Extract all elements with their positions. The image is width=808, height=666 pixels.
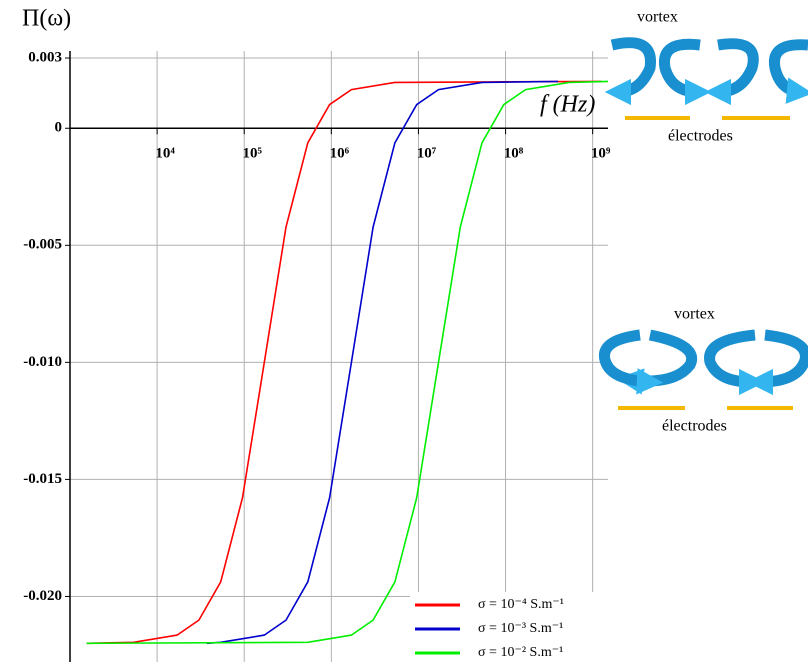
y-axis-label: Π(ω) xyxy=(22,6,71,32)
legend-label: σ = 10⁻² S.m⁻¹ xyxy=(478,645,563,660)
diagram-top: vortex électrodes xyxy=(604,9,808,145)
vortex-arrow xyxy=(704,38,759,106)
diagram-label: électrodes xyxy=(662,418,727,435)
y-tick-label: 0.003 xyxy=(28,49,62,65)
vortex-arrow xyxy=(658,38,712,106)
x-tick-label: 10⁵ xyxy=(242,146,262,162)
vortex-arrow xyxy=(768,39,808,104)
y-tick-label: -0.005 xyxy=(23,237,62,253)
vortex-arrow xyxy=(704,329,766,396)
diagram-label: électrodes xyxy=(668,128,733,145)
y-tick-label: -0.010 xyxy=(23,354,62,370)
x-axis-label: f (Hz) xyxy=(540,92,595,118)
diagram-label: vortex xyxy=(674,306,715,323)
x-tick-label: 10⁷ xyxy=(417,146,437,162)
y-tick-label: -0.020 xyxy=(23,588,62,604)
plot-area: 0.003 0 -0.005 -0.010 -0.015 -0.020 10⁴ 10⁵ 10⁶ 1… xyxy=(23,49,611,662)
vortex-arrow xyxy=(604,37,657,106)
series-line xyxy=(206,80,559,645)
x-tick-label: 10⁴ xyxy=(155,146,175,162)
x-tick-label: 10⁹ xyxy=(591,146,611,162)
y-tick-label: 0 xyxy=(55,120,63,136)
vortex-arrow xyxy=(616,329,697,395)
diagram-label: vortex xyxy=(637,9,678,26)
legend-label: σ = 10⁻³ S.m⁻¹ xyxy=(478,621,563,636)
y-tick-label: -0.015 xyxy=(23,471,62,487)
diagram-bottom: vortex électrodes xyxy=(598,306,808,435)
vortex-arrow xyxy=(746,329,808,396)
series-line xyxy=(86,80,609,645)
vortex-arrow xyxy=(598,329,664,395)
series-line xyxy=(86,80,602,645)
legend-label: σ = 10⁻⁴ S.m⁻¹ xyxy=(478,597,564,612)
x-tick-label: 10⁶ xyxy=(330,146,350,162)
x-tick-label: 10⁸ xyxy=(504,146,524,162)
